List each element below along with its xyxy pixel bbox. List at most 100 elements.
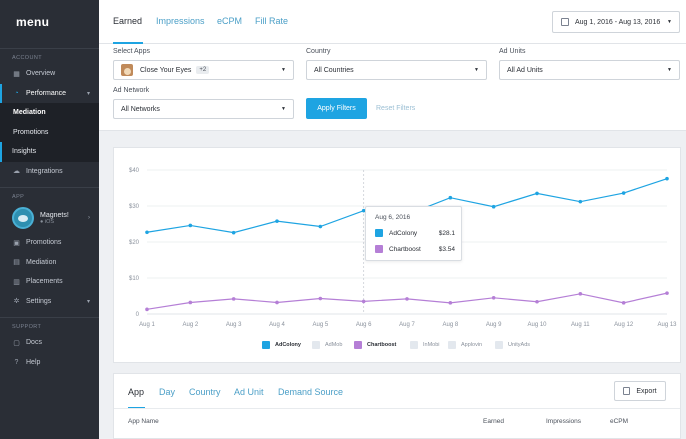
legend-swatch: [312, 341, 320, 349]
reset-filters-link[interactable]: Reset Filters: [376, 105, 416, 112]
app-avatar: [12, 207, 34, 229]
y-tick-label: 0: [136, 312, 140, 318]
tab-impressions[interactable]: Impressions: [156, 16, 205, 26]
column-header-impressions[interactable]: Impressions: [546, 418, 582, 425]
tab-ad-unit[interactable]: Ad Unit: [234, 387, 264, 397]
select-apps-label: Select Apps: [113, 48, 150, 55]
x-tick-label: Aug 10: [527, 322, 547, 328]
tab-fill-rate[interactable]: Fill Rate: [255, 16, 289, 26]
legend-item-applovin[interactable]: Applovin: [448, 341, 482, 349]
help-icon: ?: [14, 358, 19, 366]
select-apps-dropdown[interactable]: Close Your Eyes +2 ▼: [113, 60, 294, 80]
data-point-adcolony: [361, 208, 366, 213]
sidebar-item-promotions[interactable]: Promotions: [0, 122, 99, 142]
x-tick-label: Aug 5: [312, 322, 328, 328]
legend-item-chartboost[interactable]: Chartboost: [354, 341, 396, 349]
chevron-right-icon: ›: [88, 215, 90, 221]
legend-item-admob[interactable]: AdMob: [312, 341, 342, 349]
tab-day[interactable]: Day: [159, 387, 176, 397]
sidebar-item-label: Docs: [26, 339, 42, 347]
tooltip-row-chartboost: Chartboost $3.54: [375, 244, 455, 254]
data-point-adcolony: [231, 230, 236, 235]
tooltip-series-name: AdColony: [389, 229, 418, 237]
breakdown-table-card: App Day Country Ad Unit Demand Source Ex…: [113, 373, 681, 439]
series-line-chartboost: [146, 292, 668, 310]
data-point-adcolony: [665, 176, 669, 181]
tab-ecpm[interactable]: eCPM: [217, 16, 243, 26]
tab-earned[interactable]: Earned: [113, 16, 143, 26]
sidebar-item-label: Help: [26, 358, 41, 366]
select-apps-value: Close Your Eyes: [140, 66, 192, 74]
sidebar-item-integrations[interactable]: ☁ Integrations: [0, 162, 99, 182]
sidebar-item-overview[interactable]: ▦ Overview: [0, 64, 99, 84]
chart-tooltip: Aug 6, 2016 AdColony $28.1 Chartboost $3…: [365, 206, 462, 261]
mediation-icon: ▤: [13, 259, 20, 267]
data-point-adcolony: [578, 199, 583, 204]
ad-units-dropdown[interactable]: All Ad Units ▼: [499, 60, 680, 80]
sidebar-item-performance[interactable]: ◔ Performance ▾: [0, 83, 99, 103]
country-value: All Countries: [314, 66, 354, 74]
tooltip-row-adcolony: AdColony $28.1: [375, 228, 455, 238]
sidebar-item-app-promotions[interactable]: ▣ Promotions: [0, 233, 99, 253]
column-header-app-name[interactable]: App Name: [128, 418, 159, 425]
legend-item-adcolony[interactable]: AdColony: [262, 341, 301, 349]
sidebar-item-app-mediation[interactable]: ▤ Mediation: [0, 253, 99, 273]
active-tab-indicator: [113, 42, 143, 44]
tooltip-series-value: $3.54: [438, 245, 455, 253]
apply-filters-button[interactable]: Apply Filters: [306, 98, 367, 119]
sidebar-item-help[interactable]: ? Help: [0, 353, 99, 373]
column-header-earned[interactable]: Earned: [483, 418, 504, 425]
legend-swatch: [354, 341, 362, 349]
legend-swatch: [448, 341, 456, 349]
sidebar-item-app-placements[interactable]: ▥ Placements: [0, 272, 99, 292]
section-label-support: SUPPORT: [12, 324, 42, 330]
sidebar-item-label: Mediation: [26, 258, 57, 266]
legend-item-unityads[interactable]: UnityAds: [495, 341, 530, 349]
sidebar-item-app-settings[interactable]: ✲ Settings ▾: [0, 292, 99, 312]
apple-icon: ●: [40, 218, 44, 225]
legend-label: InMobi: [423, 342, 440, 348]
filters-panel: Select Apps Close Your Eyes +2 ▼ Country…: [99, 44, 686, 131]
sidebar-item-label: Promotions: [26, 239, 62, 247]
country-dropdown[interactable]: All Countries ▼: [306, 60, 487, 80]
tab-country[interactable]: Country: [189, 387, 221, 397]
app-platform: ● iOS: [40, 219, 69, 225]
app-os-label: iOS: [44, 218, 55, 225]
sidebar-item-mediation[interactable]: Mediation: [0, 103, 99, 123]
data-point-chartboost: [448, 301, 453, 305]
x-tick-label: Aug 1: [139, 322, 155, 328]
ad-network-dropdown[interactable]: All Networks ▼: [113, 99, 294, 119]
tab-app[interactable]: App: [128, 387, 145, 397]
sidebar-item-label: Overview: [26, 70, 56, 78]
caret-down-icon: ▼: [667, 67, 672, 73]
y-tick-label: $10: [129, 276, 140, 282]
legend-label: AdMob: [325, 342, 343, 348]
table-header: App Name Earned Impressions eCPM: [114, 408, 680, 432]
app-logo[interactable]: menu: [16, 15, 50, 29]
gear-icon: ✲: [13, 298, 20, 306]
legend-swatch: [375, 245, 383, 253]
data-point-chartboost: [275, 300, 279, 305]
sidebar-item-insights[interactable]: Insights: [0, 142, 99, 162]
data-point-adcolony: [491, 204, 496, 209]
more-apps-badge: +2: [196, 66, 210, 74]
app-switcher[interactable]: Magnets! ● iOS ›: [0, 203, 99, 233]
cloud-icon: ☁: [13, 168, 20, 176]
ad-units-label: Ad Units: [499, 48, 526, 55]
tooltip-date: Aug 6, 2016: [375, 214, 411, 221]
date-range-picker[interactable]: Aug 1, 2016 - Aug 13, 2016 ▼: [552, 11, 680, 33]
tab-demand-source[interactable]: Demand Source: [278, 387, 344, 397]
section-label-app: APP: [12, 194, 25, 200]
x-tick-label: Aug 8: [442, 322, 458, 328]
data-point-adcolony: [448, 195, 453, 200]
legend-item-inmobi[interactable]: InMobi: [410, 341, 440, 349]
legend-swatch: [410, 341, 418, 349]
legend-swatch: [375, 229, 383, 237]
export-label: Export: [636, 387, 657, 395]
x-tick-label: Aug 6: [356, 322, 372, 328]
sidebar-item-docs[interactable]: ▢ Docs: [0, 333, 99, 353]
ad-units-value: All Ad Units: [507, 66, 543, 74]
column-header-ecpm[interactable]: eCPM: [610, 418, 629, 425]
docs-icon: ▢: [13, 339, 20, 347]
export-button[interactable]: Export: [614, 381, 666, 401]
